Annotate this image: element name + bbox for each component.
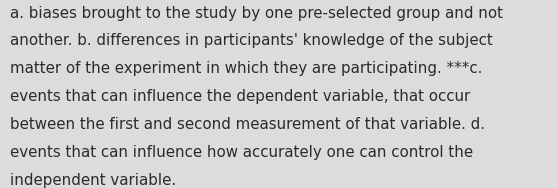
Text: events that can influence the dependent variable, that occur: events that can influence the dependent …	[10, 89, 470, 104]
Text: a. biases brought to the study by one pre-selected group and not: a. biases brought to the study by one pr…	[10, 6, 503, 21]
Text: events that can influence how accurately one can control the: events that can influence how accurately…	[10, 145, 473, 160]
Text: independent variable.: independent variable.	[10, 173, 176, 188]
Text: another. b. differences in participants' knowledge of the subject: another. b. differences in participants'…	[10, 33, 493, 49]
Text: matter of the experiment in which they are participating. ***c.: matter of the experiment in which they a…	[10, 61, 483, 76]
Text: between the first and second measurement of that variable. d.: between the first and second measurement…	[10, 117, 485, 132]
